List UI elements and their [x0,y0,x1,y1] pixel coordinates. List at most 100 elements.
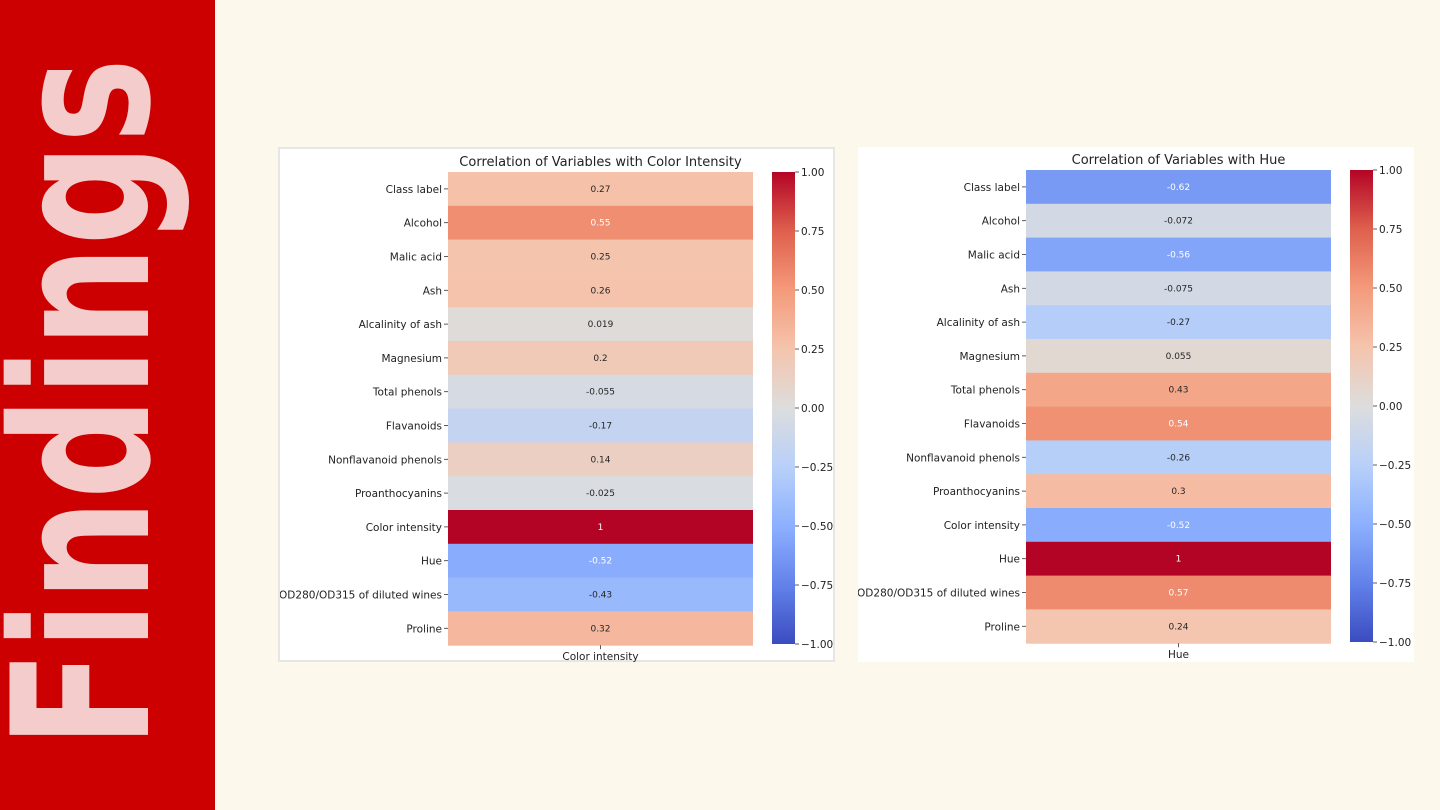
y-tick-label: Color intensity [944,520,1020,532]
colorbar-tick-label: −0.25 [1379,460,1411,472]
y-tick-label: Proline [406,623,442,635]
cell-value-label: -0.52 [1167,521,1190,531]
cell-value-label: -0.072 [1164,217,1193,227]
cell-value-label: -0.52 [589,557,612,567]
y-tick-label: Color intensity [366,522,442,534]
heatmap-cell [448,172,753,207]
y-tick-label: Magnesium [959,351,1020,363]
colorbar-tick-label: 0.00 [801,403,824,415]
chart-title: Correlation of Variables with Hue [1072,153,1286,168]
colorbar-tick-label: −0.50 [801,521,833,533]
heatmap-color-intensity: Correlation of Variables with Color Inte… [280,155,833,663]
cell-value-label: -0.075 [1164,284,1193,294]
y-tick-label: Flavanoids [964,419,1020,431]
heatmap-cell [448,205,753,241]
colorbar-tick-label: 0.50 [1379,283,1402,295]
cell-value-label: -0.17 [589,422,612,432]
heatmap-cell [1026,203,1331,239]
colorbar-tick-label: 0.00 [1379,401,1402,413]
cell-value-label: -0.055 [586,388,615,398]
y-tick-label: OD280/OD315 of diluted wines [858,588,1020,600]
chart-panel-hue: Correlation of Variables with Hue -0.62 Cl… [858,147,1414,662]
heatmap-cell [1026,541,1331,577]
colorbar-tick-label: −1.00 [801,639,833,651]
cell-value-label: 0.019 [588,320,614,330]
heatmap-cell [448,239,753,274]
cell-value-label: 0.26 [590,286,610,296]
colorbar-tick-label: 0.25 [1379,342,1402,354]
colorbar-tick-label: −0.75 [801,580,833,592]
y-tick-label: Proanthocyanins [933,486,1020,498]
y-tick-label: Alcalinity of ash [359,319,442,331]
heatmap-cell [448,476,753,511]
sidebar-title-svg: Findings [0,58,193,748]
y-tick-label: Malic acid [968,250,1020,262]
cell-value-label: 0.43 [1168,386,1188,396]
y-tick-label: Class label [964,182,1020,194]
heatmap-cell [448,543,753,579]
y-tick-label: Proanthocyanins [355,488,442,500]
cell-value-label: 0.055 [1166,352,1192,362]
colorbar-tick-label: 1.00 [801,167,824,179]
colorbar-tick-label: 0.50 [801,285,824,297]
heatmap-cell [448,408,753,443]
chart-panel-color-intensity: Correlation of Variables with Color Inte… [278,147,835,663]
heatmap-cell [1026,372,1331,408]
cell-value-label: 1 [598,523,604,533]
y-tick-label: Total phenols [950,385,1020,397]
y-tick-label: Total phenols [372,387,442,399]
y-tick-label: Malic acid [390,252,442,264]
y-tick-label: Alcohol [982,216,1020,228]
sidebar-title: Findings [0,58,193,748]
y-tick-label: Class label [386,184,442,196]
heatmap-cell [448,341,753,376]
colorbar-tick-label: 0.75 [1379,224,1402,236]
cell-value-label: -0.26 [1167,453,1191,463]
heatmap-cell [1026,575,1331,610]
colorbar [1350,170,1373,642]
heatmap-cell [448,442,753,477]
colorbar-tick-label: 1.00 [1379,165,1402,177]
cell-value-label: 0.2 [593,354,607,364]
cell-value-label: 0.14 [590,455,610,465]
y-tick-label: Ash [1001,283,1020,295]
chart-title: Correlation of Variables with Color Inte… [459,155,742,170]
colorbar [772,172,795,644]
colorbar-tick-label: 0.25 [801,344,824,356]
cell-value-label: -0.43 [589,591,612,601]
cell-value-label: 0.24 [1168,622,1188,632]
y-tick-label: Nonflavanoid phenols [328,454,442,466]
heatmap-cell [448,273,753,308]
heatmap-cell [1026,440,1331,475]
colorbar-tick-label: −0.25 [801,462,833,474]
y-tick-label: Flavanoids [386,421,442,433]
cell-value-label: -0.56 [1167,251,1191,261]
heatmap-cell [1026,339,1331,374]
heatmap-hue: Correlation of Variables with Hue -0.62 Cl… [858,153,1411,661]
heatmap-cell [1026,406,1331,441]
x-tick-label: Color intensity [562,651,638,663]
heatmap-cell [448,510,753,545]
heatmap-cell [1026,237,1331,272]
heatmap-cell [1026,508,1331,543]
cell-value-label: 0.32 [590,624,610,634]
cell-value-label: -0.025 [586,489,615,499]
heatmap-cell [1026,170,1331,205]
cell-value-label: 0.54 [1168,420,1188,430]
y-tick-label: Hue [421,556,442,568]
heatmap-cell [1026,474,1331,509]
cell-value-label: 0.27 [590,185,610,195]
colorbar-tick-label: 0.75 [801,226,824,238]
heatmap-cell [1026,305,1331,340]
colorbar-tick-label: −1.00 [1379,637,1411,649]
heatmap-cell [448,577,753,612]
y-tick-label: Alcalinity of ash [937,317,1020,329]
y-tick-label: Ash [423,285,442,297]
y-tick-label: Hue [999,554,1020,566]
heatmap-cell [1026,609,1331,644]
colorbar-tick-label: −0.50 [1379,519,1411,531]
colorbar-tick-label: −0.75 [1379,578,1411,590]
cell-value-label: 1 [1176,555,1182,565]
y-tick-label: Alcohol [404,218,442,230]
x-tick-label: Hue [1168,649,1189,661]
